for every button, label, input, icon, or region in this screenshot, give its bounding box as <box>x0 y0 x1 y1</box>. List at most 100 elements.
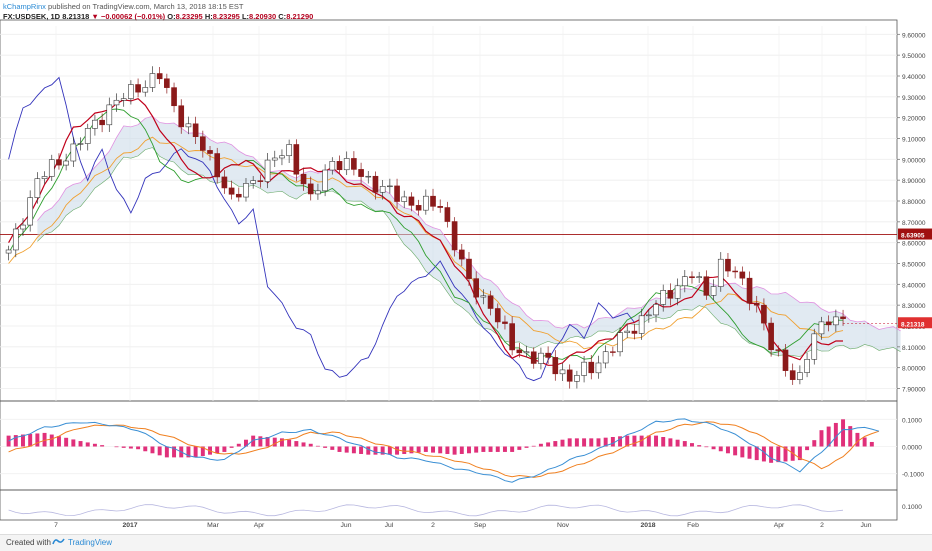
y-tick-label: 8.90000 <box>902 178 926 185</box>
y-tick-label: 8.80000 <box>902 199 926 206</box>
candle-body <box>358 169 364 177</box>
symbol-label: FX:USDSEK, 1D <box>3 12 61 21</box>
candle-body <box>185 123 192 128</box>
candle-body <box>293 144 300 175</box>
y-tick-label: 9.60000 <box>902 32 926 39</box>
x-tick-label: Feb <box>687 522 699 529</box>
x-tick-label: 2017 <box>122 522 137 529</box>
candle-body <box>243 183 249 198</box>
candle-body <box>178 105 185 128</box>
candle-body <box>300 173 307 185</box>
tradingview-logo-icon[interactable] <box>52 537 65 546</box>
candle-body <box>717 258 724 287</box>
y-tick-label: 8.30000 <box>902 303 926 310</box>
candle-body <box>149 73 156 88</box>
candle-body <box>732 270 738 273</box>
candle-body <box>128 84 134 99</box>
candle-body <box>437 206 444 208</box>
y-tick-label: 8.40000 <box>902 282 926 289</box>
candle-body <box>739 271 746 279</box>
tradingview-brand-link[interactable]: TradingView <box>68 538 113 547</box>
candle-body <box>617 332 623 353</box>
candle-body <box>473 278 479 298</box>
x-tick-label: Apr <box>254 522 265 529</box>
candle-body <box>487 295 494 309</box>
candle-body <box>401 196 408 202</box>
y-tick-label: 9.50000 <box>902 53 926 60</box>
candle-body <box>372 175 379 193</box>
candle-body <box>480 295 487 298</box>
candle-body <box>235 193 242 198</box>
candle-body <box>221 176 228 189</box>
support-label-box <box>898 228 932 240</box>
candle-body <box>818 321 825 335</box>
candle-body <box>502 321 508 324</box>
candle-body <box>5 249 12 254</box>
candle-body <box>768 322 774 351</box>
y-tick-label: 8.10000 <box>902 345 926 352</box>
candle-body <box>646 314 652 317</box>
x-tick-label: Mar <box>207 522 219 529</box>
candle-body <box>746 277 753 304</box>
candle-body <box>408 196 415 206</box>
candle-body <box>516 349 523 354</box>
candle-body <box>200 136 206 151</box>
candle-body <box>703 276 710 296</box>
y-tick-label: 9.00000 <box>902 157 926 164</box>
candle-body <box>581 361 587 376</box>
ohlc-legend: FX:USDSEK, 1D 8.21318 ▼ −0.00062 (−0.01%… <box>3 12 313 22</box>
x-tick-label: Jun <box>861 522 872 529</box>
x-tick-label: 2018 <box>640 522 655 529</box>
candle-body <box>523 351 530 354</box>
candle-body <box>725 258 731 272</box>
y-tick-label: 9.10000 <box>902 137 926 144</box>
y-tick-label: 8.60000 <box>902 241 926 248</box>
candle-body <box>142 87 149 93</box>
candle-body <box>559 369 566 375</box>
candle-body <box>351 158 357 170</box>
candle-body <box>387 185 393 188</box>
candle-body <box>264 159 271 182</box>
y-tick-label: 9.20000 <box>902 116 926 123</box>
y-tick-label: 9.30000 <box>902 95 926 102</box>
candle-body <box>135 84 141 93</box>
current-price-box <box>898 317 932 329</box>
candle-body <box>415 205 422 211</box>
x-tick-label: 2 <box>431 522 435 529</box>
candle-body <box>660 290 667 305</box>
x-tick-label: 2 <box>820 522 824 529</box>
candle-body <box>48 159 55 177</box>
y-tick-label: 8.50000 <box>902 262 926 269</box>
candle-body <box>430 195 436 207</box>
x-tick-label: 7 <box>54 522 58 529</box>
candle-body <box>530 351 537 364</box>
candle-body <box>689 276 695 278</box>
close-label: C: <box>278 12 287 21</box>
author-link[interactable]: kChampRinx <box>3 2 46 11</box>
macd-line <box>8 418 880 483</box>
candle-body <box>458 249 465 260</box>
candle-body <box>99 119 105 126</box>
candle-body <box>466 258 472 279</box>
chart-canvas[interactable]: 9.60000 9.50000 9.40000 9.30000 9.20000 9.100… <box>0 0 932 534</box>
candle-body <box>775 349 782 351</box>
candle-body <box>674 285 681 299</box>
high-label: H: <box>204 12 213 21</box>
candle-body <box>681 276 688 287</box>
candle-body <box>34 178 41 198</box>
candle-body <box>451 221 458 251</box>
y-tick-label: 9.40000 <box>902 74 926 81</box>
candle-body <box>653 304 659 316</box>
high-value: 8.23295 <box>212 12 240 21</box>
low-label: L: <box>241 12 250 21</box>
candle-body <box>588 361 595 374</box>
x-tick-label: Sep <box>474 522 486 529</box>
candle-body <box>811 333 818 360</box>
publish-info: published on TradingView.com, March 13, … <box>48 2 244 11</box>
candle-body <box>20 224 26 230</box>
close-value: 8.21290 <box>286 12 314 21</box>
candle-body <box>538 352 544 364</box>
ema-line <box>8 136 844 350</box>
support-label: 8.63905 <box>901 233 925 240</box>
macd-signal-line <box>8 421 880 478</box>
